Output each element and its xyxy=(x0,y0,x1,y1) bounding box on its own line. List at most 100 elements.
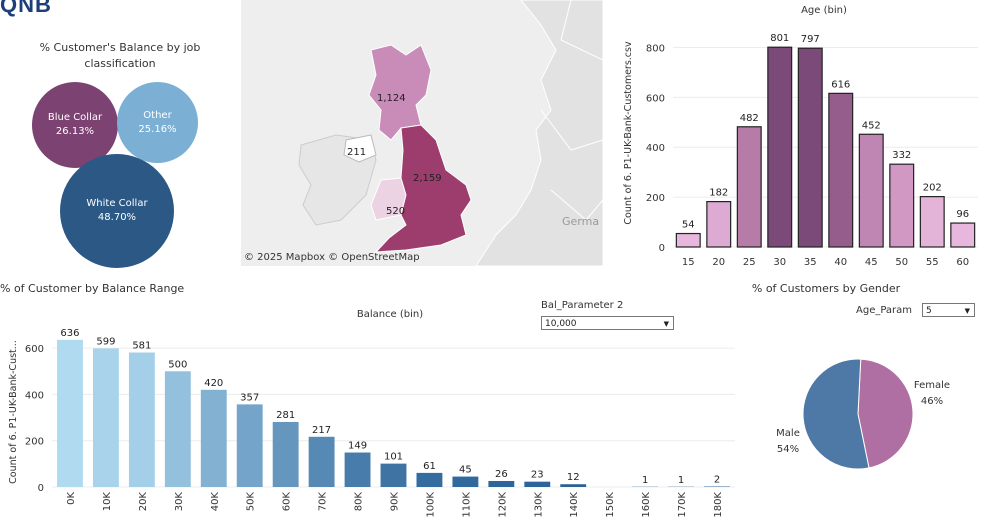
data-label: 581 xyxy=(132,341,151,352)
x-tick-label: 0K xyxy=(66,492,77,505)
bar-balance-50K[interactable] xyxy=(236,404,263,487)
bar-balance-80K[interactable] xyxy=(344,452,371,487)
data-label: 217 xyxy=(312,425,331,436)
data-label: 636 xyxy=(60,328,79,339)
x-tick-label: 150K xyxy=(605,492,616,518)
bubble-other[interactable]: Other 25.16% xyxy=(117,82,198,163)
balance-chart-title: Balance (bin) xyxy=(357,309,423,320)
bar-balance-40K[interactable] xyxy=(200,389,227,487)
data-label: 96 xyxy=(956,209,969,220)
y-tick-label: 200 xyxy=(25,437,44,448)
bar-balance-90K[interactable] xyxy=(380,463,407,487)
data-label: 599 xyxy=(96,336,115,347)
chevron-down-icon: ▼ xyxy=(663,320,669,328)
data-label: 61 xyxy=(423,461,436,472)
bar-age-45[interactable] xyxy=(858,133,884,248)
data-label: 101 xyxy=(384,452,403,463)
data-label: 616 xyxy=(831,79,850,90)
bar-age-25[interactable] xyxy=(736,126,762,248)
data-label: 2 xyxy=(714,475,720,486)
bar-balance-20K[interactable] xyxy=(128,352,155,487)
y-tick-label: 0 xyxy=(659,243,665,254)
bar-age-40[interactable] xyxy=(828,92,854,248)
bal-parameter-value: 10,000 xyxy=(545,319,577,329)
data-label: 26 xyxy=(495,469,508,480)
x-tick-label: 20K xyxy=(138,492,149,512)
bar-balance-100K[interactable] xyxy=(416,472,443,487)
balance-chart-yaxis: 0 200 400 600 xyxy=(25,344,44,494)
x-tick-label: 100K xyxy=(425,492,436,518)
data-label: 54 xyxy=(682,220,695,231)
bar-balance-130K[interactable] xyxy=(524,481,551,487)
bar-balance-120K[interactable] xyxy=(488,480,515,487)
y-tick-label: 400 xyxy=(646,143,665,154)
bar-age-15[interactable] xyxy=(675,232,701,248)
pie-value-female: 46% xyxy=(921,396,943,407)
bar-age-30[interactable] xyxy=(767,46,793,248)
x-tick-label: 90K xyxy=(390,492,401,512)
data-label: 45 xyxy=(459,465,472,476)
bubble-blue-collar[interactable]: Blue Collar 26.13% xyxy=(32,82,118,168)
x-tick-label: 170K xyxy=(677,492,688,518)
bar-balance-70K[interactable] xyxy=(308,436,335,487)
pie-slice-female[interactable] xyxy=(857,358,914,469)
x-tick-label: 20 xyxy=(712,257,725,268)
bubble-value: 25.16% xyxy=(138,123,177,135)
data-label: 202 xyxy=(923,183,942,194)
data-label: 482 xyxy=(740,113,759,124)
data-label: 23 xyxy=(531,470,544,481)
y-tick-label: 400 xyxy=(25,390,44,401)
x-tick-label: 120K xyxy=(497,492,508,518)
bal-parameter-label: Bal_Parameter 2 xyxy=(541,300,624,311)
data-label: 12 xyxy=(567,472,580,483)
balance-chart-ylabel: Count of 6. P1-UK-Bank-Cust... xyxy=(8,340,19,484)
bar-balance-10K[interactable] xyxy=(92,348,119,487)
age-chart-ylabel: Count of 6. P1-UK-Bank-Customers.csv xyxy=(623,41,634,225)
uk-map[interactable]: 1,124 211 2,159 520 Germa xyxy=(241,0,603,266)
bar-age-50[interactable] xyxy=(889,163,915,248)
x-tick-label: 110K xyxy=(461,492,472,518)
bar-balance-30K[interactable] xyxy=(164,371,191,487)
age-chart-title: Age (bin) xyxy=(801,5,847,16)
bar-age-60[interactable] xyxy=(950,222,976,248)
y-tick-label: 200 xyxy=(646,193,665,204)
bar-age-35[interactable] xyxy=(797,47,823,248)
map-attribution[interactable]: © 2025 Mapbox © OpenStreetMap xyxy=(244,252,420,263)
bubble-white-collar[interactable]: White Collar 48.70% xyxy=(60,154,174,268)
x-tick-label: 10K xyxy=(102,492,113,512)
x-tick-label: 50K xyxy=(246,492,257,512)
x-tick-label: 80K xyxy=(354,492,365,512)
pie-slice-male[interactable] xyxy=(802,358,870,470)
x-tick-label: 45 xyxy=(865,257,878,268)
bar-balance-60K[interactable] xyxy=(272,421,299,487)
gender-pie-chart: Female 46% Male 54% xyxy=(776,358,950,470)
age-param-select[interactable]: 5 ▼ xyxy=(922,303,975,317)
age-param-value: 5 xyxy=(926,306,932,316)
age-param-label: Age_Param xyxy=(856,305,913,316)
age-chart-xaxis: 15 20 25 30 35 40 45 50 55 60 xyxy=(682,257,969,268)
bar-age-20[interactable] xyxy=(706,201,732,248)
pie-value-male: 54% xyxy=(777,444,799,455)
data-label: 281 xyxy=(276,410,295,421)
chevron-down-icon: ▼ xyxy=(964,307,970,315)
x-tick-label: 160K xyxy=(641,492,652,518)
data-label: 500 xyxy=(168,359,187,370)
y-tick-label: 600 xyxy=(646,93,665,104)
bar-balance-140K[interactable] xyxy=(560,484,587,487)
data-label: 801 xyxy=(770,33,789,44)
data-label: 357 xyxy=(240,392,259,403)
qnb-logo: QNB xyxy=(0,0,52,18)
bar-balance-0K[interactable] xyxy=(57,339,83,487)
data-label: 149 xyxy=(348,441,367,452)
age-chart: Age (bin) Count of 6. P1-UK-Bank-Custome… xyxy=(623,5,978,268)
bar-balance-110K[interactable] xyxy=(452,476,479,487)
data-label: 1 xyxy=(678,475,684,486)
bar-age-55[interactable] xyxy=(919,196,945,248)
bal-parameter-select[interactable]: 10,000 ▼ xyxy=(541,316,674,330)
data-label: 420 xyxy=(204,378,223,389)
x-tick-label: 60 xyxy=(956,257,969,268)
region-label-northern-ireland: 211 xyxy=(347,147,367,158)
data-label: 182 xyxy=(709,188,728,199)
gender-pie-slices xyxy=(802,358,914,470)
x-tick-label: 40K xyxy=(210,492,221,512)
